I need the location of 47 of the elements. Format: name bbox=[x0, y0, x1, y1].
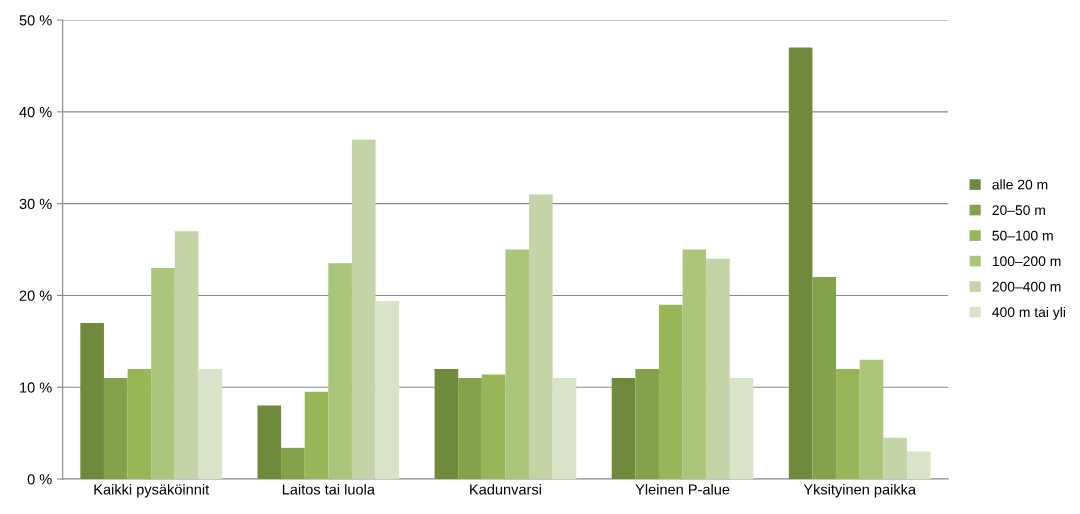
bar bbox=[375, 300, 400, 480]
y-tick-label: 50 % bbox=[19, 15, 52, 26]
x-tick-label: Yksityinen paikka bbox=[803, 483, 917, 498]
bar bbox=[174, 231, 199, 480]
bar bbox=[458, 378, 482, 480]
bar bbox=[127, 368, 152, 480]
bar bbox=[529, 194, 553, 480]
x-tick-label: Kaikki pysäköinnit bbox=[94, 483, 210, 498]
bar bbox=[481, 374, 506, 480]
bar bbox=[658, 304, 683, 480]
x-tick-label: Laitos tai luola bbox=[282, 483, 375, 495]
bar bbox=[151, 267, 175, 480]
bar bbox=[505, 249, 530, 480]
bar bbox=[906, 451, 931, 480]
bar bbox=[80, 322, 104, 480]
legend-label: 20–50 m bbox=[992, 205, 1045, 216]
bar bbox=[788, 47, 813, 480]
y-tick-label: 20 % bbox=[19, 290, 52, 301]
y-tick-label: 30 % bbox=[19, 198, 52, 210]
bar bbox=[812, 277, 837, 480]
bar bbox=[859, 359, 884, 480]
y-tick-label: 10 % bbox=[20, 382, 52, 393]
bar bbox=[351, 139, 376, 480]
bar bbox=[635, 368, 659, 480]
legend-label: alle 20 m bbox=[992, 179, 1048, 190]
legend-label: 400 m tai yli bbox=[992, 306, 1065, 320]
legend-label: 100–200 m bbox=[992, 256, 1061, 267]
bar bbox=[198, 368, 223, 480]
bar bbox=[257, 405, 282, 480]
legend-label: 50–100 m bbox=[992, 230, 1053, 241]
bar bbox=[706, 258, 730, 480]
bar bbox=[434, 368, 459, 480]
bar bbox=[729, 378, 754, 480]
bar bbox=[304, 391, 329, 480]
bar bbox=[682, 249, 707, 480]
legend-label: 200–400 m bbox=[992, 281, 1061, 292]
bar bbox=[552, 378, 577, 480]
y-tick-label: 40 % bbox=[19, 106, 52, 118]
x-tick-label: Kadunvarsi bbox=[470, 483, 541, 495]
bar bbox=[281, 447, 305, 480]
bar bbox=[883, 437, 907, 480]
bar bbox=[103, 378, 128, 480]
y-tick-label: 0 % bbox=[27, 474, 52, 485]
bar bbox=[328, 263, 352, 480]
bar bbox=[611, 378, 636, 480]
x-tick-label: Yleinen P-alue bbox=[635, 483, 730, 495]
bar bbox=[836, 368, 860, 480]
